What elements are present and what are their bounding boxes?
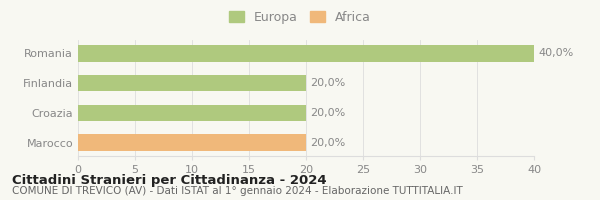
Bar	[78, 75, 306, 91]
Bar	[78, 45, 534, 62]
Text: 20,0%: 20,0%	[311, 78, 346, 88]
Bar	[78, 105, 306, 121]
Text: Cittadini Stranieri per Cittadinanza - 2024: Cittadini Stranieri per Cittadinanza - 2…	[12, 174, 326, 187]
Bar	[78, 134, 306, 151]
Text: COMUNE DI TREVICO (AV) - Dati ISTAT al 1° gennaio 2024 - Elaborazione TUTTITALIA: COMUNE DI TREVICO (AV) - Dati ISTAT al 1…	[12, 186, 463, 196]
Legend: Europa, Africa: Europa, Africa	[226, 8, 374, 26]
Text: 40,0%: 40,0%	[539, 48, 574, 58]
Text: 20,0%: 20,0%	[311, 138, 346, 148]
Text: 20,0%: 20,0%	[311, 108, 346, 118]
